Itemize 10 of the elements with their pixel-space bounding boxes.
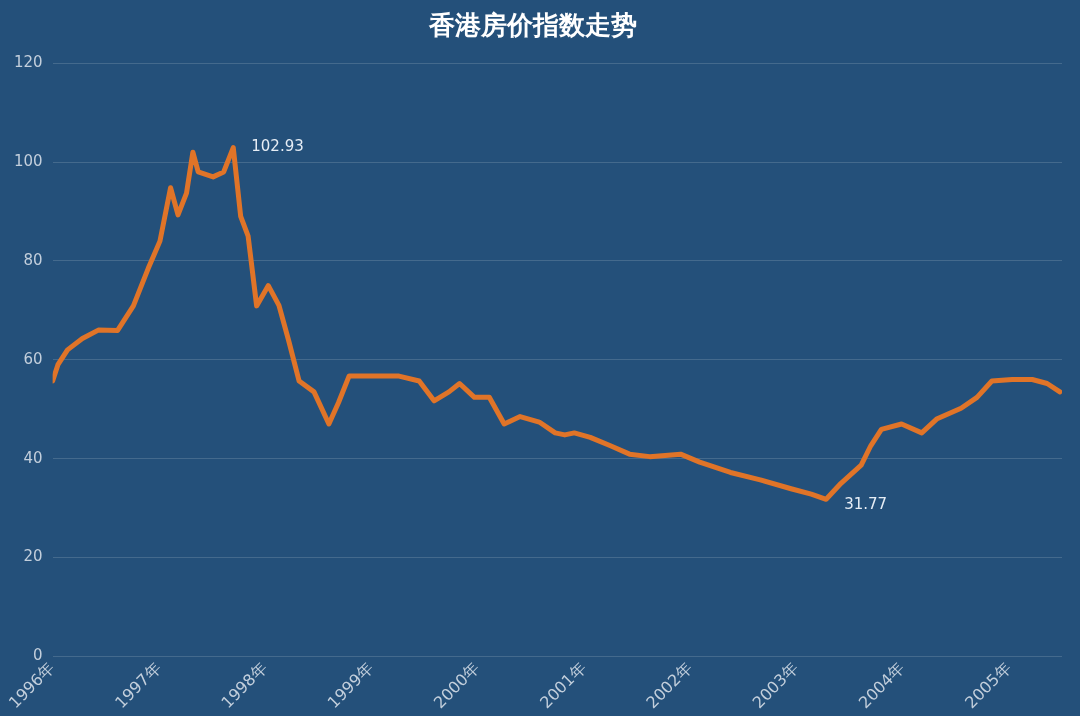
y-tick-label: 80	[23, 250, 43, 269]
y-tick-label: 120	[13, 53, 43, 72]
annotation: 102.93	[251, 137, 304, 156]
y-tick-label: 20	[23, 547, 43, 566]
y-tick-label: 60	[23, 349, 43, 368]
y-tick-label: 100	[13, 151, 43, 170]
chart-title: 香港房价指数走势	[428, 10, 637, 41]
y-tick-label: 0	[33, 646, 43, 665]
y-tick-label: 40	[23, 448, 43, 467]
annotation: 31.77	[844, 495, 888, 514]
